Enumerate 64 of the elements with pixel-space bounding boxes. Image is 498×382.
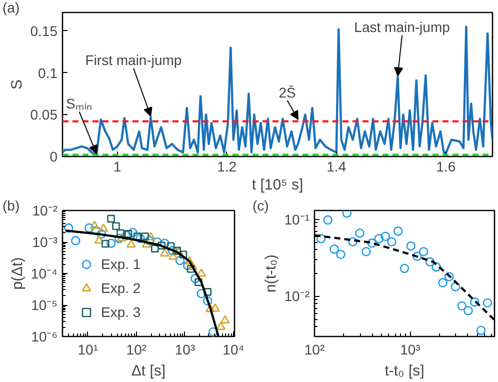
point [374, 234, 384, 244]
y-tick-label: 10⁻² [284, 288, 310, 304]
point [457, 301, 467, 311]
point [400, 264, 410, 274]
y-tick-label: 10⁻⁵ [31, 297, 58, 313]
x-axis-title: Δt [s] [131, 362, 166, 380]
annotation: Sₘᵢₙ [66, 96, 93, 112]
x-tick-label: 10³ [174, 342, 196, 358]
y-tick-label: 10⁻⁶ [31, 328, 58, 344]
y-tick-label: 10⁻³ [32, 234, 58, 250]
x-axis-title: t [10⁵ s] [252, 176, 304, 194]
x-tick-label: 1.4 [326, 158, 346, 174]
point [470, 297, 480, 307]
text: (c) [252, 198, 269, 214]
point [450, 282, 460, 292]
point [476, 326, 486, 336]
point [316, 234, 326, 244]
y-tick-label: 10⁻¹ [284, 211, 310, 228]
x-tick-label: 10¹ [78, 342, 98, 358]
point [482, 298, 492, 308]
x-tick-label: 10⁴ [222, 342, 244, 358]
point [362, 246, 371, 256]
legend-label: Exp. 1 [101, 256, 141, 272]
point [342, 210, 352, 218]
y-tick-label: 0.15 [30, 22, 58, 39]
point [412, 252, 422, 261]
point [406, 241, 416, 251]
y-tick-label: 0.05 [30, 106, 58, 123]
x-axis-title: t-t₀ [s] [384, 362, 424, 380]
legend-label: Exp. 2 [101, 280, 141, 296]
x-tick-label: 10² [126, 342, 147, 358]
annotation: First main-jump [85, 52, 182, 68]
y-tick-label: 0 [50, 148, 58, 164]
annotation: 2S̄ [278, 84, 296, 100]
point [355, 228, 364, 238]
text: (a) [2, 0, 20, 16]
y-axis-title: S [8, 79, 26, 90]
y-axis-title: p(Δt) [8, 257, 26, 290]
y-tick-label: 0.1 [38, 64, 58, 81]
point [464, 306, 473, 316]
point [348, 237, 358, 246]
y-axis-title: n(t-t₀) [262, 254, 280, 292]
x-tick-label: 10³ [400, 342, 421, 358]
point [418, 246, 428, 256]
x-tick-label: 10² [304, 342, 325, 358]
text: (b) [2, 198, 20, 214]
point [367, 238, 377, 248]
x-tick-label: 1.2 [217, 158, 237, 174]
annotation: Last main-jump [354, 19, 450, 36]
x-tick-label: 1 [113, 158, 122, 174]
point [323, 215, 333, 225]
point [432, 262, 441, 272]
legend-label: Exp. 3 [101, 304, 141, 320]
y-tick-label: 10⁻⁴ [30, 266, 58, 282]
point [438, 278, 448, 288]
point [444, 272, 454, 282]
x-tick-label: 1.6 [436, 158, 456, 174]
point [380, 232, 390, 241]
point [425, 257, 435, 266]
point [387, 237, 396, 246]
point [330, 244, 339, 254]
point [336, 250, 346, 260]
y-tick-label: 10⁻² [32, 202, 58, 218]
point [393, 226, 403, 236]
